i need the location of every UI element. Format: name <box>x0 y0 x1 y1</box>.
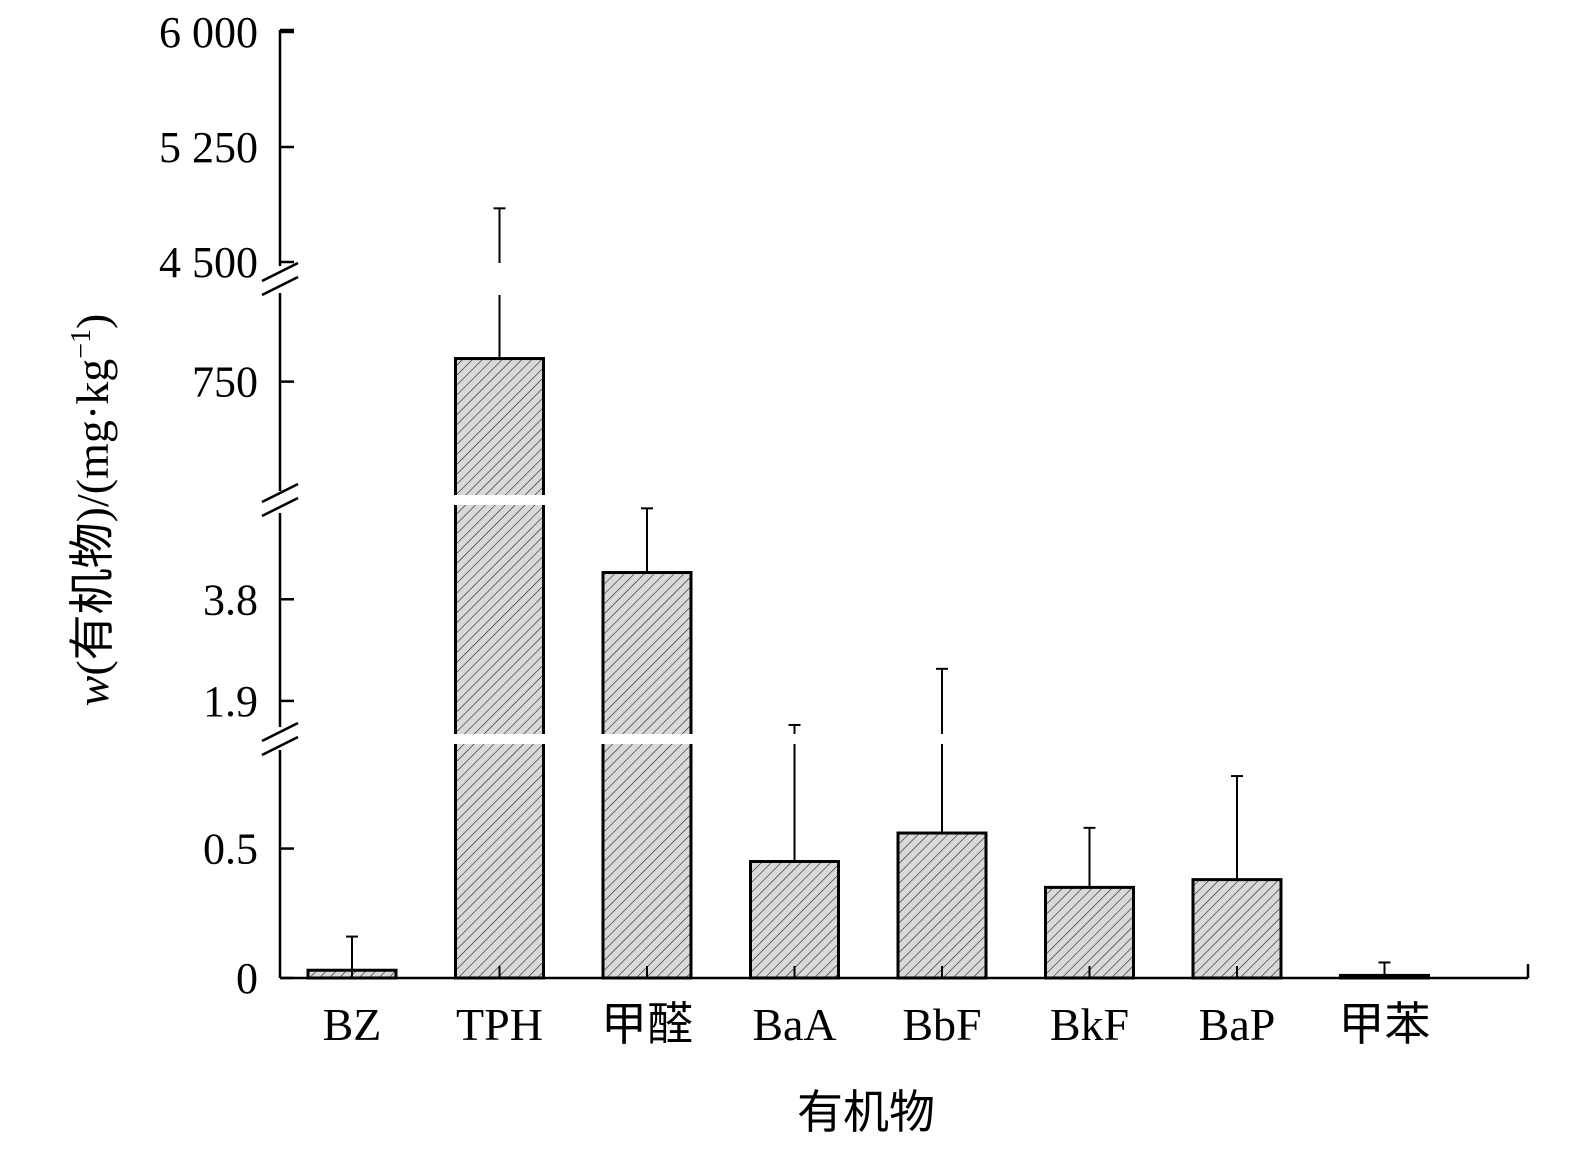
axis-break-mark <box>261 496 299 518</box>
bar <box>896 831 988 980</box>
y-tick-label: 750 <box>192 358 258 407</box>
x-tick-label: BaA <box>752 999 836 1050</box>
y-axis-title: w(有机物)/(mg·kg−1) <box>66 314 118 707</box>
y-tick-label: 6 000 <box>159 8 258 57</box>
y-axis-title-close: ) <box>67 314 118 329</box>
y-tick-label: 5 250 <box>159 123 258 172</box>
bar <box>601 571 693 980</box>
y-tick-label: 1.9 <box>203 677 258 726</box>
axis-break-mark <box>261 735 299 757</box>
x-tick-label: 甲苯 <box>1339 999 1431 1050</box>
bar <box>749 860 840 980</box>
axis-break-gap <box>283 734 1533 744</box>
y-axis-title-body: (有机物)/(mg·kg <box>67 359 118 676</box>
x-tick-label: 甲醛 <box>601 999 693 1050</box>
x-axis-title: 有机物 <box>797 1087 935 1138</box>
x-tick-label: TPH <box>456 999 543 1050</box>
y-axis-title-symbol: w <box>67 675 118 706</box>
y-tick-label: 0.5 <box>203 825 258 874</box>
y-tick-label: 3.8 <box>203 575 258 624</box>
x-tick-label: BkF <box>1050 999 1129 1050</box>
y-tick-label: 0 <box>236 954 258 1003</box>
axis-break-mark <box>261 261 299 283</box>
x-tick-label: BZ <box>323 999 382 1050</box>
bar <box>454 357 545 980</box>
x-tick-label: BaP <box>1199 999 1276 1050</box>
bar <box>1191 878 1283 980</box>
axis-break-gap <box>283 495 1533 505</box>
axis-break-gap <box>283 263 1533 295</box>
y-tick-label: 4 500 <box>159 238 258 287</box>
plot-area: BZ TPH 甲醛 BaA BbF BkF BaP 甲苯 0 0.5 1.9 3.8 750 4 500 5… <box>159 8 1533 1050</box>
axis-break-mark <box>261 721 299 743</box>
axis-break-mark <box>261 275 299 297</box>
bar <box>1044 885 1135 980</box>
y-axis-title-exponent: −1 <box>66 329 97 359</box>
axis-break-mark <box>261 482 299 504</box>
x-tick-label: BbF <box>902 999 981 1050</box>
